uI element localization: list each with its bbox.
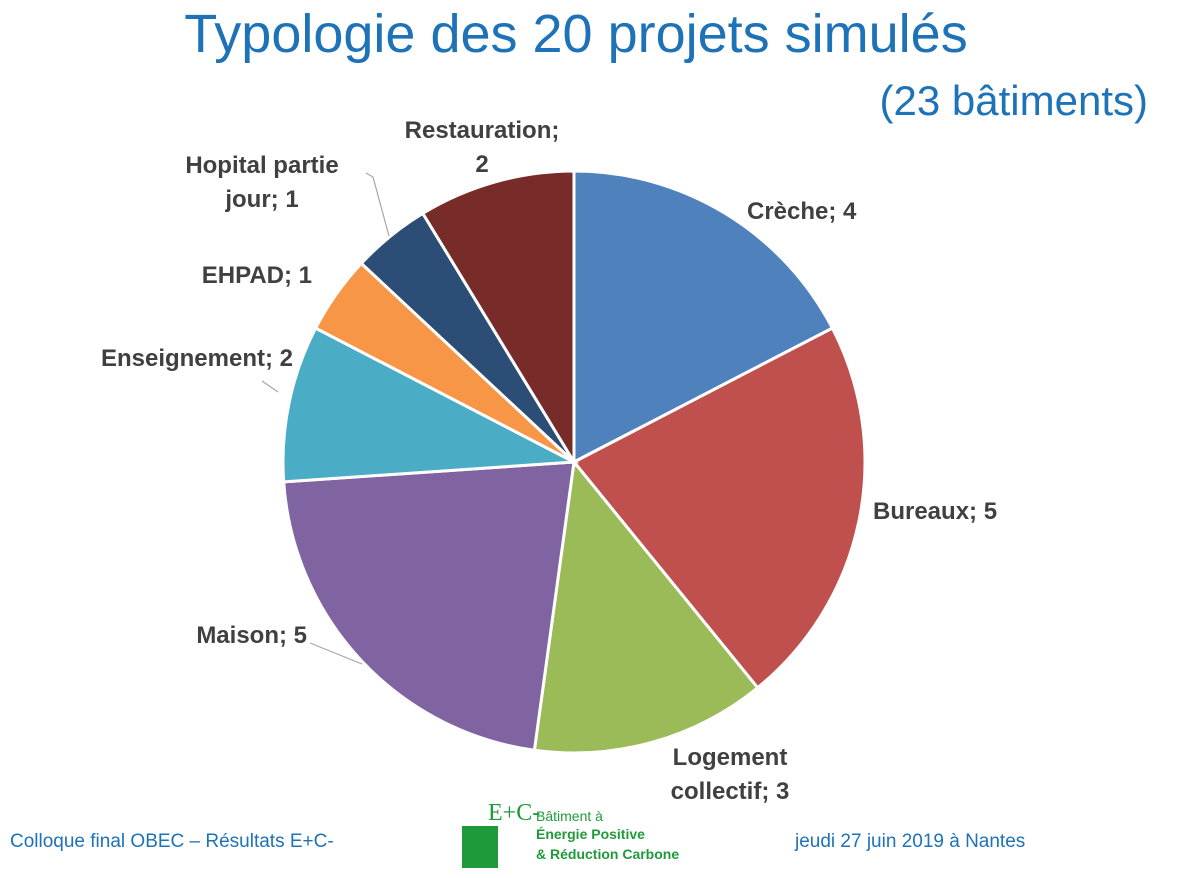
slice-label-ehpad: EHPAD; 1 [202,262,312,289]
slice-label-cr-che: Crèche; 4 [747,198,857,225]
footer-event-text: Colloque final OBEC – Résultats E+C- [10,831,334,852]
logo-mark: E+C- [488,800,541,826]
pie-slice-restauration [420,169,576,468]
logo-line-3: & Réduction Carbone [536,846,680,862]
footer-date-text: jeudi 27 juin 2019 à Nantes [795,831,1026,852]
leader-line-enseignement [261,380,279,393]
leader-line-hopital-partie-jour [365,172,390,237]
slice-label-maison: Maison; 5 [196,622,307,649]
slice-label-bureaux: Bureaux; 5 [873,498,997,525]
slice-label-enseignement: Enseignement; 2 [101,345,293,372]
leader-lines [261,172,390,665]
pie-slice-cr-che [572,169,835,465]
logo-line-2: Énergie Positive [536,826,645,842]
pie-slices [281,169,867,755]
logo-line-1: Bâtiment à [536,808,603,824]
leader-line-maison [309,642,363,665]
slice-labels: Crèche; 4 Bureaux; 5 Logement collectif; 3 M… [101,117,997,805]
pie-slice-bureaux [571,326,867,690]
pie-slice-maison [282,460,576,752]
slice-label-hopital-partie-jour: Hopital partie jour; 1 [185,152,338,213]
pie-slice-enseignement [281,326,580,484]
ec-logo: E+C- Bâtiment à Énergie Positive & Réduc… [462,800,682,870]
logo-green-box [462,826,498,868]
pie-slice-logement-collectif [532,458,760,755]
chart-title: Typologie des 20 projets simulés [184,4,968,64]
slice-label-restauration: Restauration; 2 [405,117,560,178]
slice-label-logement-collectif: Logement collectif; 3 [671,744,790,805]
chart-subtitle: (23 bâtiments) [879,77,1148,124]
